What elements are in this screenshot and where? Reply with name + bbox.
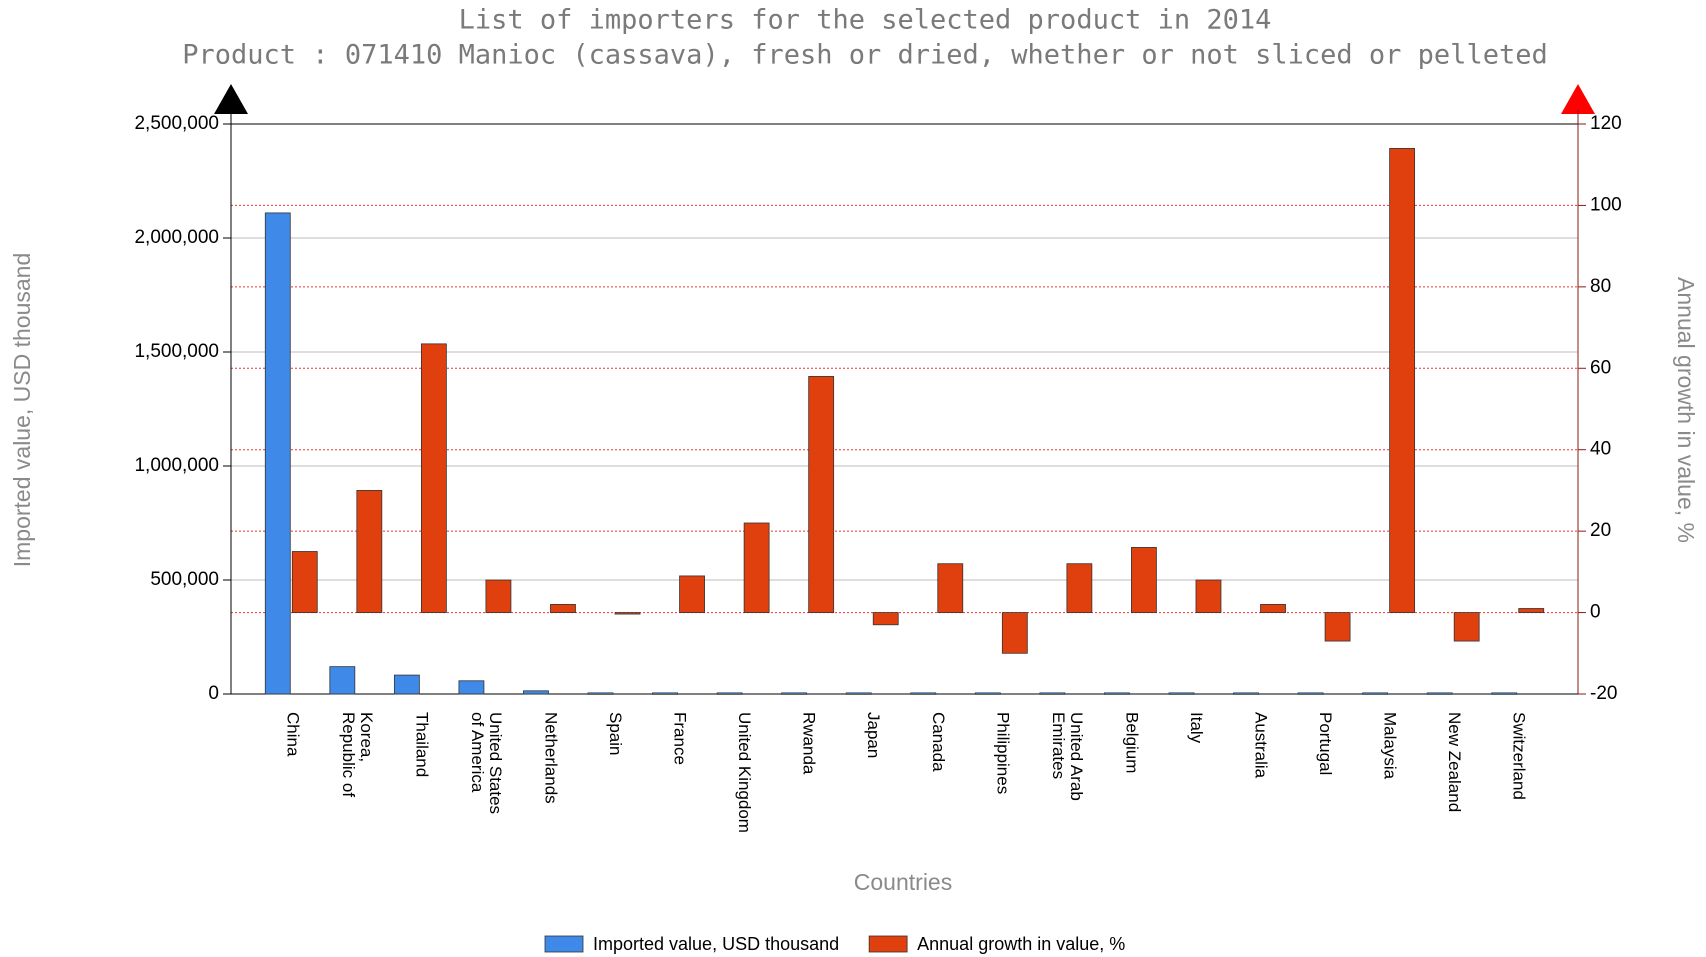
bar — [1491, 692, 1518, 695]
x-tick-label: Belgium — [1122, 712, 1141, 773]
x-tick-label: United Statesof America — [467, 712, 504, 814]
y-tick-label: 0 — [208, 683, 219, 704]
bar — [329, 666, 356, 695]
y-tick-label: 1,000,000 — [134, 455, 219, 476]
legend-swatch — [544, 935, 584, 953]
y-tick-label: 2,000,000 — [134, 227, 219, 248]
y2-tick-label: 100 — [1590, 194, 1622, 215]
y2-tick-label: -20 — [1590, 683, 1617, 704]
x-tick-label: Korea,Republic of — [338, 712, 375, 797]
bar — [652, 692, 678, 695]
bar — [845, 692, 872, 695]
y2-tick-label: 60 — [1590, 357, 1611, 378]
x-tick-label: New Zealand — [1445, 712, 1464, 812]
x-tick-label: Rwanda — [799, 712, 818, 775]
bar — [1389, 148, 1416, 613]
bar — [485, 579, 512, 613]
bar — [356, 490, 383, 613]
bar — [1195, 579, 1222, 613]
bar — [587, 692, 614, 695]
bar — [1066, 563, 1093, 613]
y2-axis-title: Annual growth in value, % — [1673, 277, 1699, 543]
bar — [1453, 612, 1480, 642]
y2-axis-arrow — [1561, 84, 1595, 114]
bar — [1131, 547, 1157, 613]
chart-subtitle: Product : 071410 Manioc (cassava), fresh… — [182, 40, 1547, 71]
x-tick-label: United ArabEmirates — [1048, 712, 1085, 801]
legend-label: Imported value, USD thousand — [593, 934, 839, 954]
bar — [393, 674, 420, 695]
bar — [808, 376, 835, 613]
x-tick-label: Canada — [928, 712, 947, 772]
bar — [1324, 612, 1351, 642]
x-tick-label: France — [670, 712, 689, 765]
x-tick-label: Japan — [864, 712, 883, 758]
bar — [264, 212, 291, 695]
bar — [1260, 604, 1286, 613]
bar — [291, 551, 318, 613]
y2-tick-label: 40 — [1590, 439, 1611, 460]
y-tick-label: 500,000 — [150, 569, 219, 590]
chart-title: List of importers for the selected produ… — [459, 5, 1272, 36]
y2-tick-label: 120 — [1590, 113, 1622, 134]
bar — [614, 612, 641, 615]
bar — [1297, 692, 1324, 695]
legend-label: Annual growth in value, % — [917, 934, 1125, 954]
bar — [910, 692, 937, 695]
bar — [1362, 692, 1389, 695]
x-tick-label: Spain — [606, 712, 625, 755]
x-tick-label: Philippines — [993, 712, 1012, 794]
bar — [974, 692, 1001, 695]
y-axis-arrow — [214, 84, 248, 114]
bar — [1001, 612, 1028, 654]
bar — [458, 680, 485, 695]
bar — [872, 612, 899, 626]
x-tick-label: Portugal — [1316, 712, 1335, 775]
bar — [1518, 608, 1545, 613]
x-tick-label: Switzerland — [1509, 712, 1528, 800]
bar — [1426, 692, 1453, 695]
y-axis-title: Imported value, USD thousand — [9, 253, 35, 568]
x-axis-title: Countries — [854, 869, 952, 895]
bar — [523, 690, 549, 695]
bar — [679, 575, 705, 613]
x-tick-label: China — [283, 712, 302, 757]
bar — [1168, 692, 1195, 695]
x-tick-label: Australia — [1251, 712, 1270, 779]
legend-swatch — [868, 935, 908, 953]
y2-tick-label: 0 — [1590, 602, 1601, 623]
bar — [550, 604, 576, 613]
bar — [1039, 692, 1066, 695]
bar — [420, 343, 447, 613]
bar — [743, 522, 770, 613]
y2-tick-label: 20 — [1590, 520, 1611, 541]
bar — [716, 692, 743, 695]
bar — [937, 563, 964, 613]
x-tick-label: United Kingdom — [735, 712, 754, 833]
x-tick-label: Malaysia — [1380, 712, 1399, 780]
x-tick-label: Thailand — [412, 712, 431, 777]
y-tick-label: 1,500,000 — [134, 341, 219, 362]
y-tick-label: 2,500,000 — [134, 113, 219, 134]
bar — [1104, 692, 1130, 695]
x-tick-label: Netherlands — [541, 712, 560, 804]
y2-tick-label: 80 — [1590, 276, 1611, 297]
x-tick-label: Italy — [1186, 712, 1205, 744]
bar — [781, 692, 808, 695]
bar — [1233, 692, 1259, 695]
